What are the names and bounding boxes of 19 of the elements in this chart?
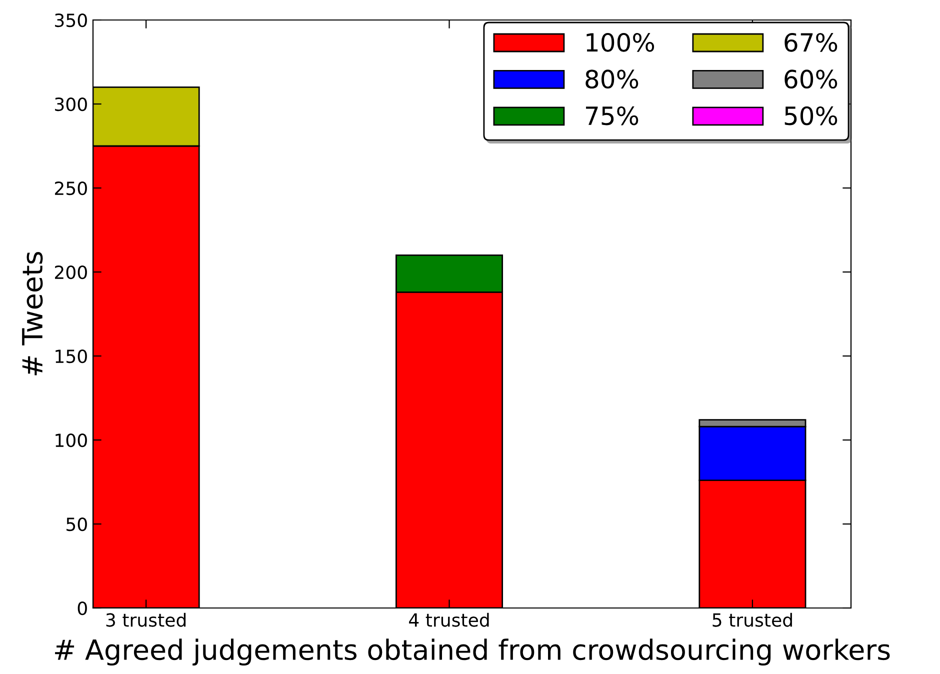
x-tick-label: 5 trusted [712, 612, 792, 627]
x-axis-title: # Agreed judgements obtained from crowdsourcing workers [55, 638, 890, 666]
y-tick-label: 350 [55, 13, 87, 28]
y-tick-label: 50 [66, 517, 87, 532]
y-tick-label: 250 [55, 181, 87, 196]
x-tick-label: 3 trusted [106, 612, 186, 627]
y-tick-label: 200 [55, 265, 87, 280]
legend-label: 60% [784, 70, 838, 89]
x-tick-label: 4 trusted [409, 612, 489, 627]
legend-label: 75% [586, 106, 638, 126]
y-tick-label: 0 [78, 601, 87, 616]
legend-label: 50% [784, 106, 838, 126]
y-tick-label: 300 [55, 97, 87, 112]
legend-label: 67% [784, 32, 838, 52]
y-tick-label: 100 [56, 433, 87, 448]
y-tick-label: 150 [56, 349, 87, 364]
legend-label: 100% [586, 32, 654, 52]
legend-label: 80% [586, 70, 638, 89]
y-axis-title: # Tweets [22, 252, 43, 376]
